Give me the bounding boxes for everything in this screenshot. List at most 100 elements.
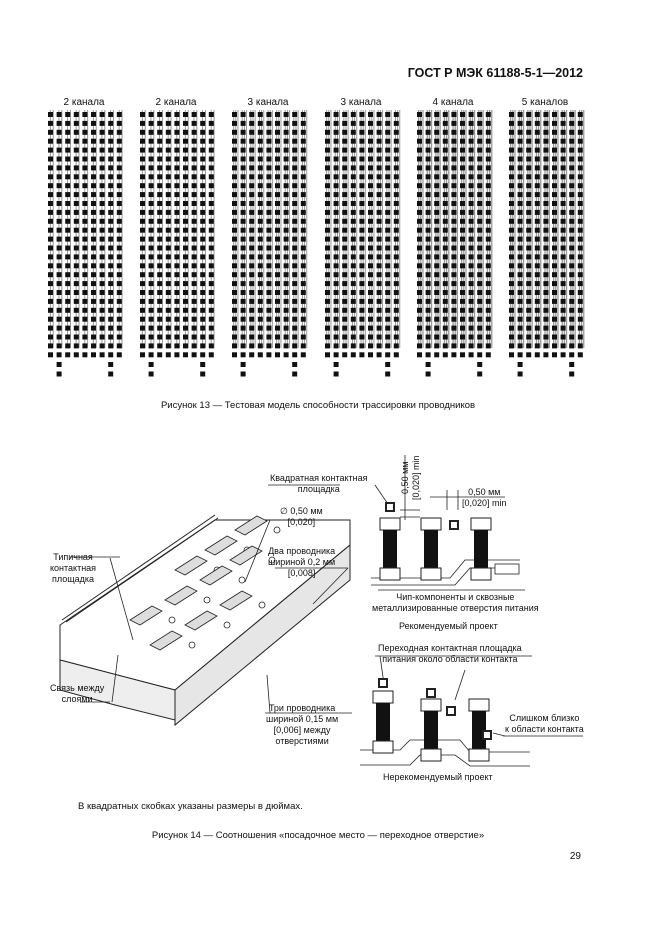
pad: [99, 307, 105, 313]
pad: [569, 227, 575, 233]
pad: [569, 290, 575, 295]
pad: [99, 352, 105, 358]
pad: [569, 138, 575, 144]
pad: [534, 129, 540, 135]
pad: [157, 254, 163, 260]
pad: [108, 272, 114, 278]
pad: [292, 227, 298, 233]
smd-pad: [199, 565, 233, 586]
pad: [249, 227, 255, 233]
pad: [300, 192, 306, 198]
pad: [283, 263, 289, 269]
pad: [359, 165, 365, 171]
pad: [534, 316, 540, 322]
pad: [200, 129, 206, 135]
via: [243, 546, 251, 554]
pad: [292, 218, 298, 224]
pad: [451, 192, 457, 198]
pad: [174, 316, 180, 322]
pad: [517, 192, 523, 198]
pad: [517, 147, 523, 153]
pad: [333, 201, 339, 206]
pad: [91, 147, 96, 153]
pad: [65, 281, 71, 287]
pad: [73, 325, 79, 331]
pad: [116, 281, 122, 287]
pad: [283, 156, 289, 162]
pad: [183, 174, 188, 180]
pad: [82, 129, 88, 135]
pad: [325, 218, 330, 224]
pad: [509, 325, 514, 331]
pad: [451, 112, 457, 117]
pad: [157, 201, 163, 206]
pad: [434, 281, 440, 287]
pad: [108, 209, 114, 215]
pad: [99, 290, 105, 295]
pad: [91, 325, 96, 331]
pad: [460, 316, 465, 322]
pad: [560, 183, 566, 189]
pad: [266, 254, 272, 260]
pad: [283, 325, 289, 331]
pad: [208, 156, 214, 162]
pad: [569, 183, 575, 189]
pad: [266, 227, 272, 233]
via: [203, 596, 211, 604]
pad: [300, 227, 306, 233]
pad: [148, 192, 154, 198]
pad: [526, 325, 532, 331]
pad: [48, 183, 53, 189]
pad: [174, 147, 180, 153]
pad: [157, 307, 163, 313]
pad: [140, 218, 145, 224]
pad: [442, 236, 448, 242]
pad: [48, 112, 53, 117]
pad: [165, 147, 171, 153]
pad: [425, 236, 431, 242]
pad: [350, 209, 356, 215]
pad: [157, 343, 163, 349]
pad: [283, 343, 289, 349]
pad: [266, 343, 272, 349]
pad: [73, 352, 79, 358]
pad: [257, 129, 263, 135]
pad: [283, 334, 289, 340]
pad: [577, 254, 583, 260]
pad: [417, 254, 422, 260]
pad: [257, 316, 263, 322]
pad: [569, 334, 575, 340]
pad: [468, 316, 474, 322]
pad: [368, 218, 373, 224]
pad: [266, 218, 272, 224]
pad: [460, 254, 465, 260]
pad: [82, 307, 88, 313]
pad: [442, 201, 448, 206]
pad: [376, 120, 382, 126]
pad: [460, 298, 465, 304]
pad: [292, 236, 298, 242]
pad: [65, 192, 71, 198]
pad: [300, 201, 306, 206]
pad: [359, 343, 365, 349]
pad: [534, 334, 540, 340]
pad: [460, 307, 465, 313]
pad: [82, 343, 88, 349]
pad: [73, 307, 79, 313]
pad: [183, 192, 188, 198]
pad: [91, 272, 96, 278]
pad: [266, 120, 272, 126]
pad: [266, 192, 272, 198]
pad: [249, 156, 255, 162]
pad: [65, 263, 71, 269]
pad: [191, 307, 197, 313]
pad: [157, 192, 163, 198]
pad: [292, 147, 298, 153]
pad: [99, 325, 105, 331]
pad: [148, 272, 154, 278]
pad: [342, 245, 348, 251]
pad: [485, 316, 491, 322]
pad: [417, 201, 422, 206]
pad: [325, 334, 330, 340]
pad: [165, 281, 171, 287]
